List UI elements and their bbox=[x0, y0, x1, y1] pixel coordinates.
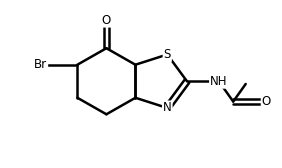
Text: O: O bbox=[102, 14, 111, 27]
Text: O: O bbox=[262, 95, 271, 108]
Text: NH: NH bbox=[210, 75, 228, 88]
Text: S: S bbox=[164, 48, 171, 61]
Text: Br: Br bbox=[34, 58, 47, 71]
Text: N: N bbox=[163, 101, 172, 114]
